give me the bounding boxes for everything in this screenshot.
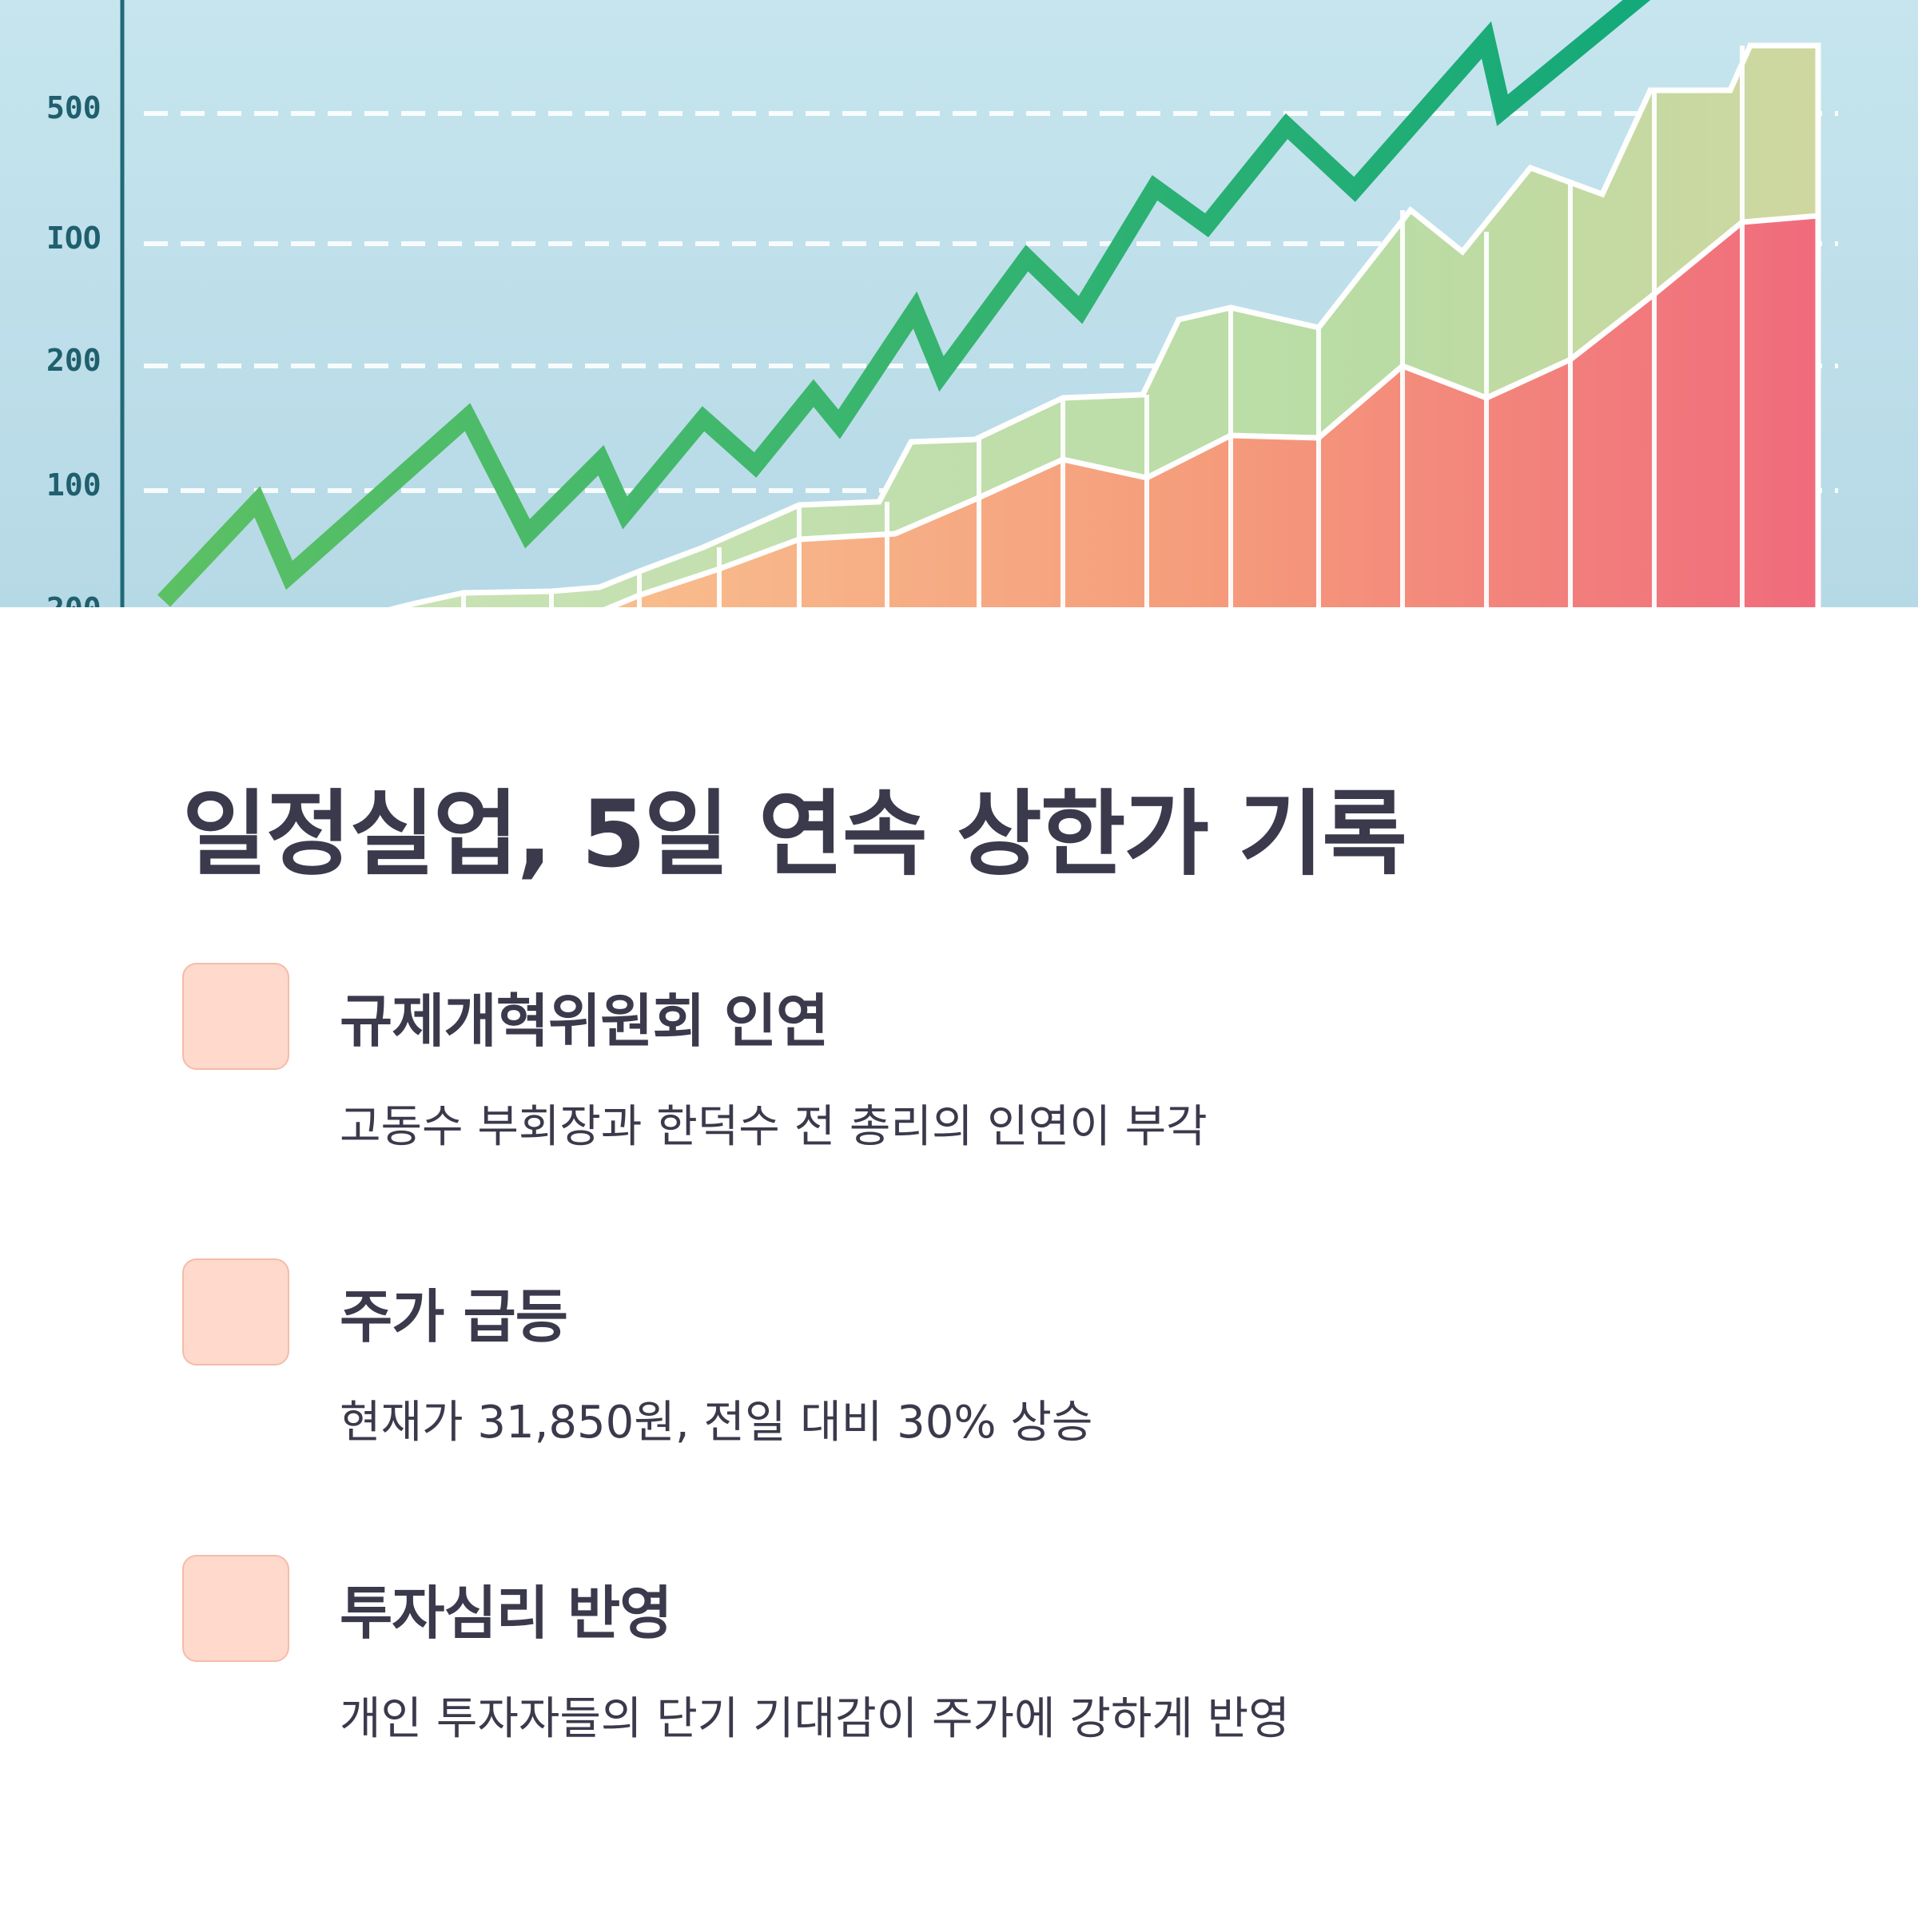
y-tick-label: 200	[46, 343, 101, 378]
y-tick-label: IOO	[46, 221, 101, 256]
feature-item: 투자심리 반영 개인 투자자들의 단기 기대감이 주가에 강하게 반영	[182, 1555, 1749, 1747]
feature-description: 현재가 31,850원, 전일 대비 30% 상승	[340, 1397, 1093, 1449]
feature-heading: 주가 급등	[340, 1283, 568, 1350]
y-tick-label: 200	[46, 591, 101, 607]
page-title: 일정실업, 5일 연속 상한가 기록	[182, 781, 1407, 888]
feature-heading: 투자심리 반영	[340, 1580, 673, 1647]
feature-item: 주가 급등 현재가 31,850원, 전일 대비 30% 상승	[182, 1258, 1749, 1450]
feature-square-icon	[182, 1555, 289, 1662]
feature-square-icon	[182, 1258, 289, 1366]
chart-graphic: 500 IOO 200 100 200	[0, 0, 1918, 607]
feature-description: 고동수 부회장과 한덕수 전 총리의 인연이 부각	[340, 1101, 1208, 1153]
hero-chart-illustration: 500 IOO 200 100 200	[0, 0, 1918, 607]
y-tick-label: 100	[46, 467, 101, 503]
feature-item: 규제개혁위원회 인연 고동수 부회장과 한덕수 전 총리의 인연이 부각	[182, 963, 1749, 1155]
bar-separators	[461, 46, 1821, 607]
trend-line	[157, 0, 1651, 607]
feature-square-icon	[182, 963, 289, 1070]
feature-description: 개인 투자자들의 단기 기대감이 주가에 강하게 반영	[340, 1693, 1290, 1745]
lower-area	[603, 213, 1821, 607]
y-tick-label: 500	[46, 90, 101, 125]
feature-heading: 규제개혁위원회 인연	[340, 988, 829, 1055]
